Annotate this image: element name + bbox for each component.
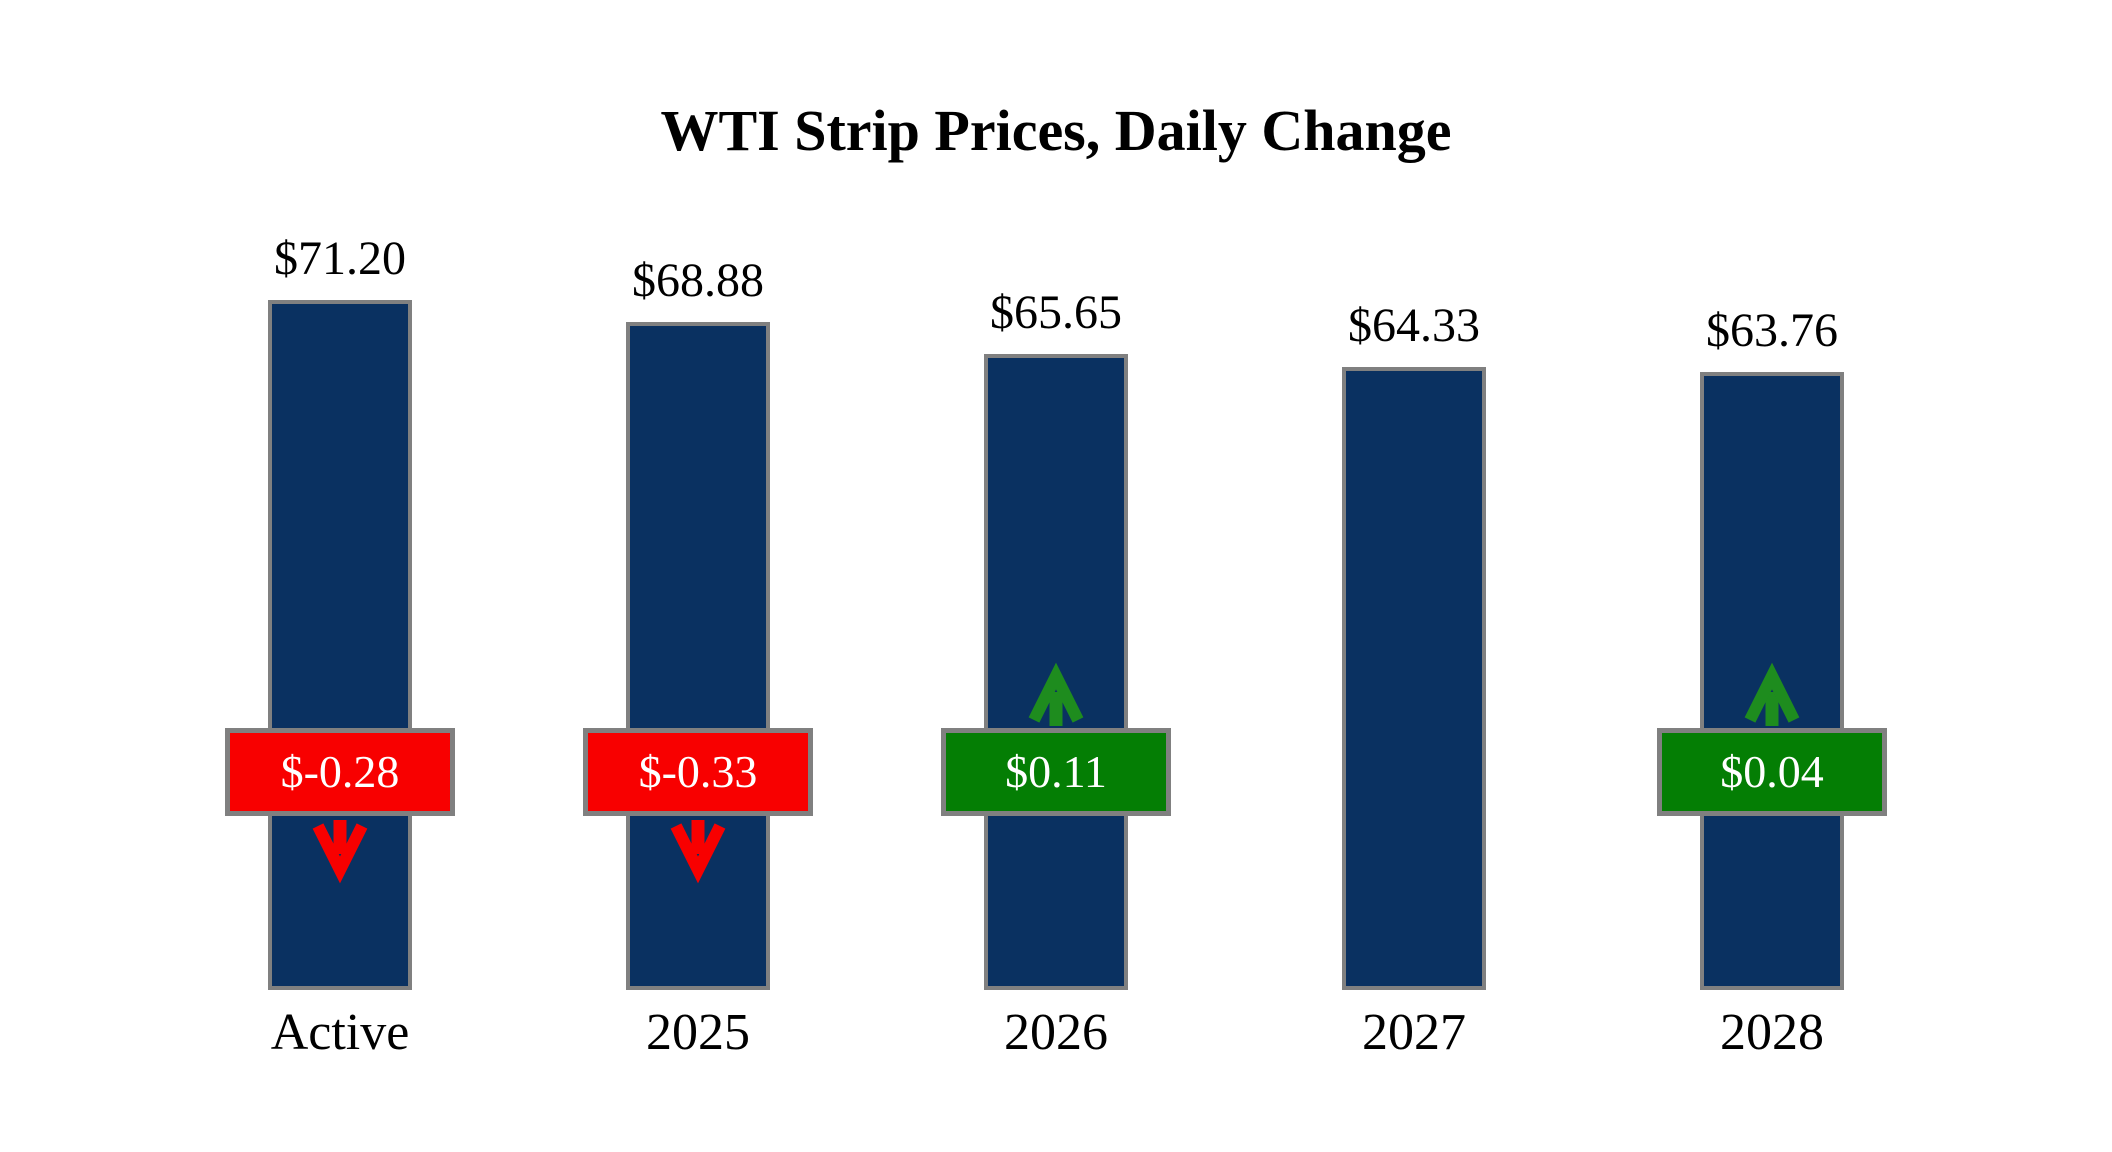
category-label: 2028 — [1720, 1004, 1824, 1061]
price-label: $63.76 — [1706, 304, 1838, 357]
bar-group-2026: $65.65 $0.11 2026 — [941, 0, 1171, 1152]
change-badge: $0.04 — [1657, 728, 1887, 816]
bar — [626, 322, 770, 990]
category-label: Active — [270, 1004, 410, 1061]
price-label: $68.88 — [632, 254, 764, 307]
bar-group-2025: $68.88 $-0.33 2025 — [583, 0, 813, 1152]
up-arrow-icon — [1026, 662, 1086, 726]
price-label: $64.33 — [1348, 299, 1480, 352]
up-arrow-icon — [1742, 662, 1802, 726]
change-badge: $-0.33 — [583, 728, 813, 816]
bar-group-2028: $63.76 $0.04 2028 — [1657, 0, 1887, 1152]
bar — [268, 300, 412, 990]
down-arrow-icon — [310, 820, 370, 884]
price-label: $71.20 — [274, 232, 406, 285]
price-label: $65.65 — [990, 286, 1122, 339]
change-badge: $0.11 — [941, 728, 1171, 816]
bar-group-2027: $64.33 2027 — [1299, 0, 1529, 1152]
change-badge: $-0.28 — [225, 728, 455, 816]
category-label: 2027 — [1362, 1004, 1466, 1061]
bar-group-active: $71.20 $-0.28 Active — [225, 0, 455, 1152]
chart-title: WTI Strip Prices, Daily Change — [660, 98, 1452, 163]
down-arrow-icon — [668, 820, 728, 884]
category-label: 2025 — [646, 1004, 750, 1061]
bar — [1342, 367, 1486, 990]
category-label: 2026 — [1004, 1004, 1108, 1061]
